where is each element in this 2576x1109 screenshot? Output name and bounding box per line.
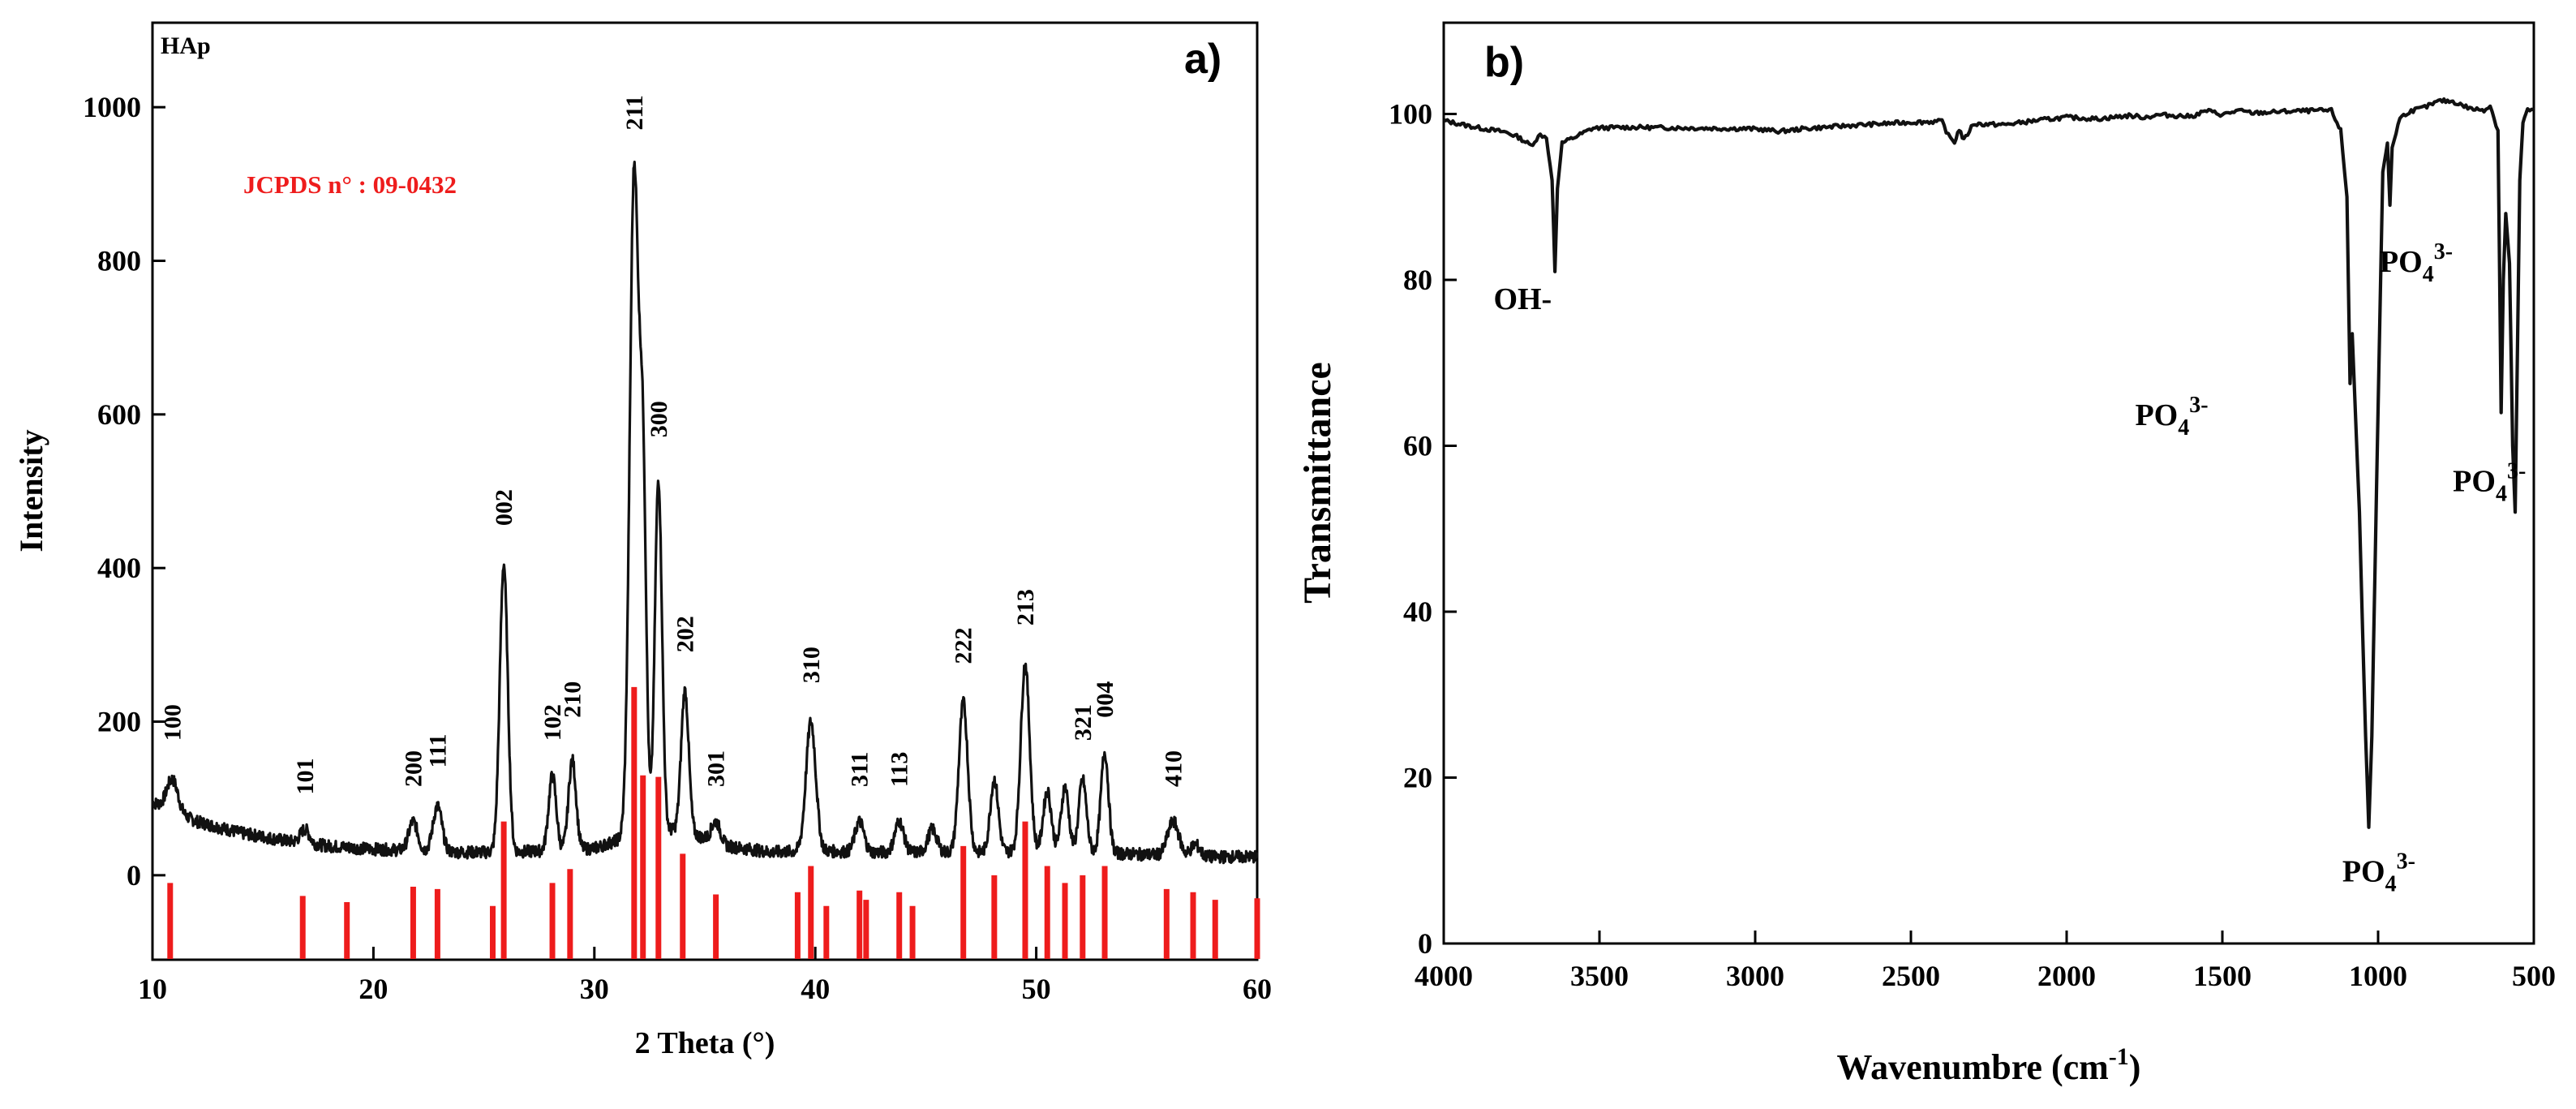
xrd-peak-label: 111 xyxy=(424,734,451,768)
xrd-y-tick-label: 200 xyxy=(97,706,141,738)
ftir-y-tick-label: 20 xyxy=(1403,761,1432,793)
xrd-peak-label: 211 xyxy=(621,95,648,130)
ftir-band-label-main: PO xyxy=(2342,854,2385,888)
ftir-band-label-main: OH- xyxy=(1493,282,1552,316)
xrd-peak-label: 210 xyxy=(560,681,586,718)
ftir-x-tick-label: 1500 xyxy=(2193,960,2252,992)
ftir-x-tick-label: 500 xyxy=(2512,960,2556,992)
ftir-plot-frame xyxy=(1442,21,2535,945)
xrd-peak-label: 213 xyxy=(1012,589,1039,625)
xrd-x-tick-label: 20 xyxy=(358,973,388,1005)
ftir-band-label-main: PO xyxy=(2380,245,2423,279)
xrd-plot-frame xyxy=(151,21,1259,961)
ftir-panel-letter: b) xyxy=(1484,39,1524,86)
ftir-x-axis-title-main: Wavenumbre (cm xyxy=(1837,1047,2109,1087)
ftir-spectrum-line xyxy=(1443,97,2535,829)
xrd-peak-label: 410 xyxy=(1160,750,1187,787)
ftir-y-tick-label: 100 xyxy=(1389,97,1432,130)
xrd-reference-label: JCPDS n° : 09-0432 xyxy=(243,170,457,199)
ftir-band-label: PO43- xyxy=(2135,393,2208,441)
xrd-pattern-line xyxy=(151,161,1259,865)
ftir-band-label-sub: 4 xyxy=(2423,262,2434,287)
xrd-peak-label: 200 xyxy=(400,750,427,787)
ftir-band-label-sup: 3- xyxy=(2434,239,2453,264)
ftir-y-tick-label: 60 xyxy=(1403,429,1432,462)
xrd-peak-label: 300 xyxy=(646,401,672,437)
ftir-band-label: PO43- xyxy=(2380,239,2453,287)
xrd-panel-letter: a) xyxy=(1184,36,1221,83)
xrd-peak-label: 102 xyxy=(539,704,566,741)
ftir-y-tick-label: 40 xyxy=(1403,595,1432,628)
ftir-x-axis-title-end: ) xyxy=(2129,1047,2141,1087)
ftir-band-label-sub: 4 xyxy=(2496,482,2507,507)
xrd-y-axis-title: Intensity xyxy=(13,429,49,552)
xrd-reference-lines xyxy=(167,686,1260,959)
xrd-peak-label: 002 xyxy=(491,489,517,526)
ftir-band-label: PO43- xyxy=(2342,849,2415,896)
ftir-x-tick-label: 2500 xyxy=(1882,960,1940,992)
xrd-peak-label: 310 xyxy=(798,647,825,683)
ftir-y-axis-title: Transmittance xyxy=(1296,362,1339,604)
xrd-x-tick-label: 40 xyxy=(801,973,830,1005)
xrd-x-tick-label: 50 xyxy=(1022,973,1051,1005)
ftir-ticks: 4000 3500 3000 2500 2000 1500 1000 500 0 20 40 60 80… xyxy=(1389,97,2556,992)
xrd-peak-label: 004 xyxy=(1092,681,1118,718)
ftir-band-label-sup: 3- xyxy=(2507,459,2526,484)
xrd-x-tick-label: 30 xyxy=(580,973,609,1005)
xrd-y-tick-label: 1000 xyxy=(83,91,141,123)
ftir-x-axis-title: Wavenumbre (cm-1) xyxy=(1837,1043,2141,1087)
xrd-x-axis-title: 2 Theta (°) xyxy=(635,1026,775,1060)
ftir-x-tick-label: 2000 xyxy=(2037,960,2096,992)
xrd-sample-label: HAp xyxy=(161,32,211,59)
xrd-y-tick-label: 600 xyxy=(97,398,141,431)
xrd-peak-label: 101 xyxy=(292,758,319,794)
ftir-band-label-main: PO xyxy=(2135,398,2178,432)
xrd-y-tick-label: 0 xyxy=(127,859,141,892)
ftir-x-tick-label: 4000 xyxy=(1415,960,1473,992)
ftir-band-label-sub: 4 xyxy=(2178,415,2189,441)
ftir-band-label: PO43- xyxy=(2453,459,2526,507)
xrd-x-tick-label: 10 xyxy=(138,973,167,1005)
xrd-y-tick-label: 800 xyxy=(97,244,141,277)
ftir-band-label-sup: 3- xyxy=(2397,849,2415,874)
ftir-x-tick-label: 1000 xyxy=(2349,960,2407,992)
ftir-band-label-sub: 4 xyxy=(2385,871,2397,896)
ftir-band-label-main: PO xyxy=(2453,465,2496,499)
xrd-x-tick-label: 60 xyxy=(1243,973,1272,1005)
ftir-band-label: OH- xyxy=(1493,282,1552,316)
ftir-band-label-sup: 3- xyxy=(2189,393,2208,418)
xrd-peak-label: 321 xyxy=(1070,704,1097,741)
xrd-peak-label: 311 xyxy=(847,752,874,787)
ftir-x-tick-label: 3500 xyxy=(1570,960,1629,992)
ftir-y-tick-label: 0 xyxy=(1418,927,1432,960)
ftir-panel: 4000 3500 3000 2500 2000 1500 1000 500 0 20 40 60 80… xyxy=(1296,21,2556,1087)
xrd-peak-label: 100 xyxy=(160,704,187,741)
ftir-x-axis-title-sup: -1 xyxy=(2109,1043,2129,1070)
xrd-peak-label: 202 xyxy=(672,616,698,652)
ftir-band-labels: OH-PO43-PO43-PO43-PO43- xyxy=(1493,239,2526,897)
ftir-y-tick-label: 80 xyxy=(1403,264,1432,296)
xrd-peak-label: 113 xyxy=(887,752,913,787)
xrd-peak-label: 301 xyxy=(703,750,730,787)
ftir-x-tick-label: 3000 xyxy=(1726,960,1784,992)
xrd-peak-label: 222 xyxy=(951,628,977,664)
xrd-y-tick-label: 400 xyxy=(97,552,141,584)
